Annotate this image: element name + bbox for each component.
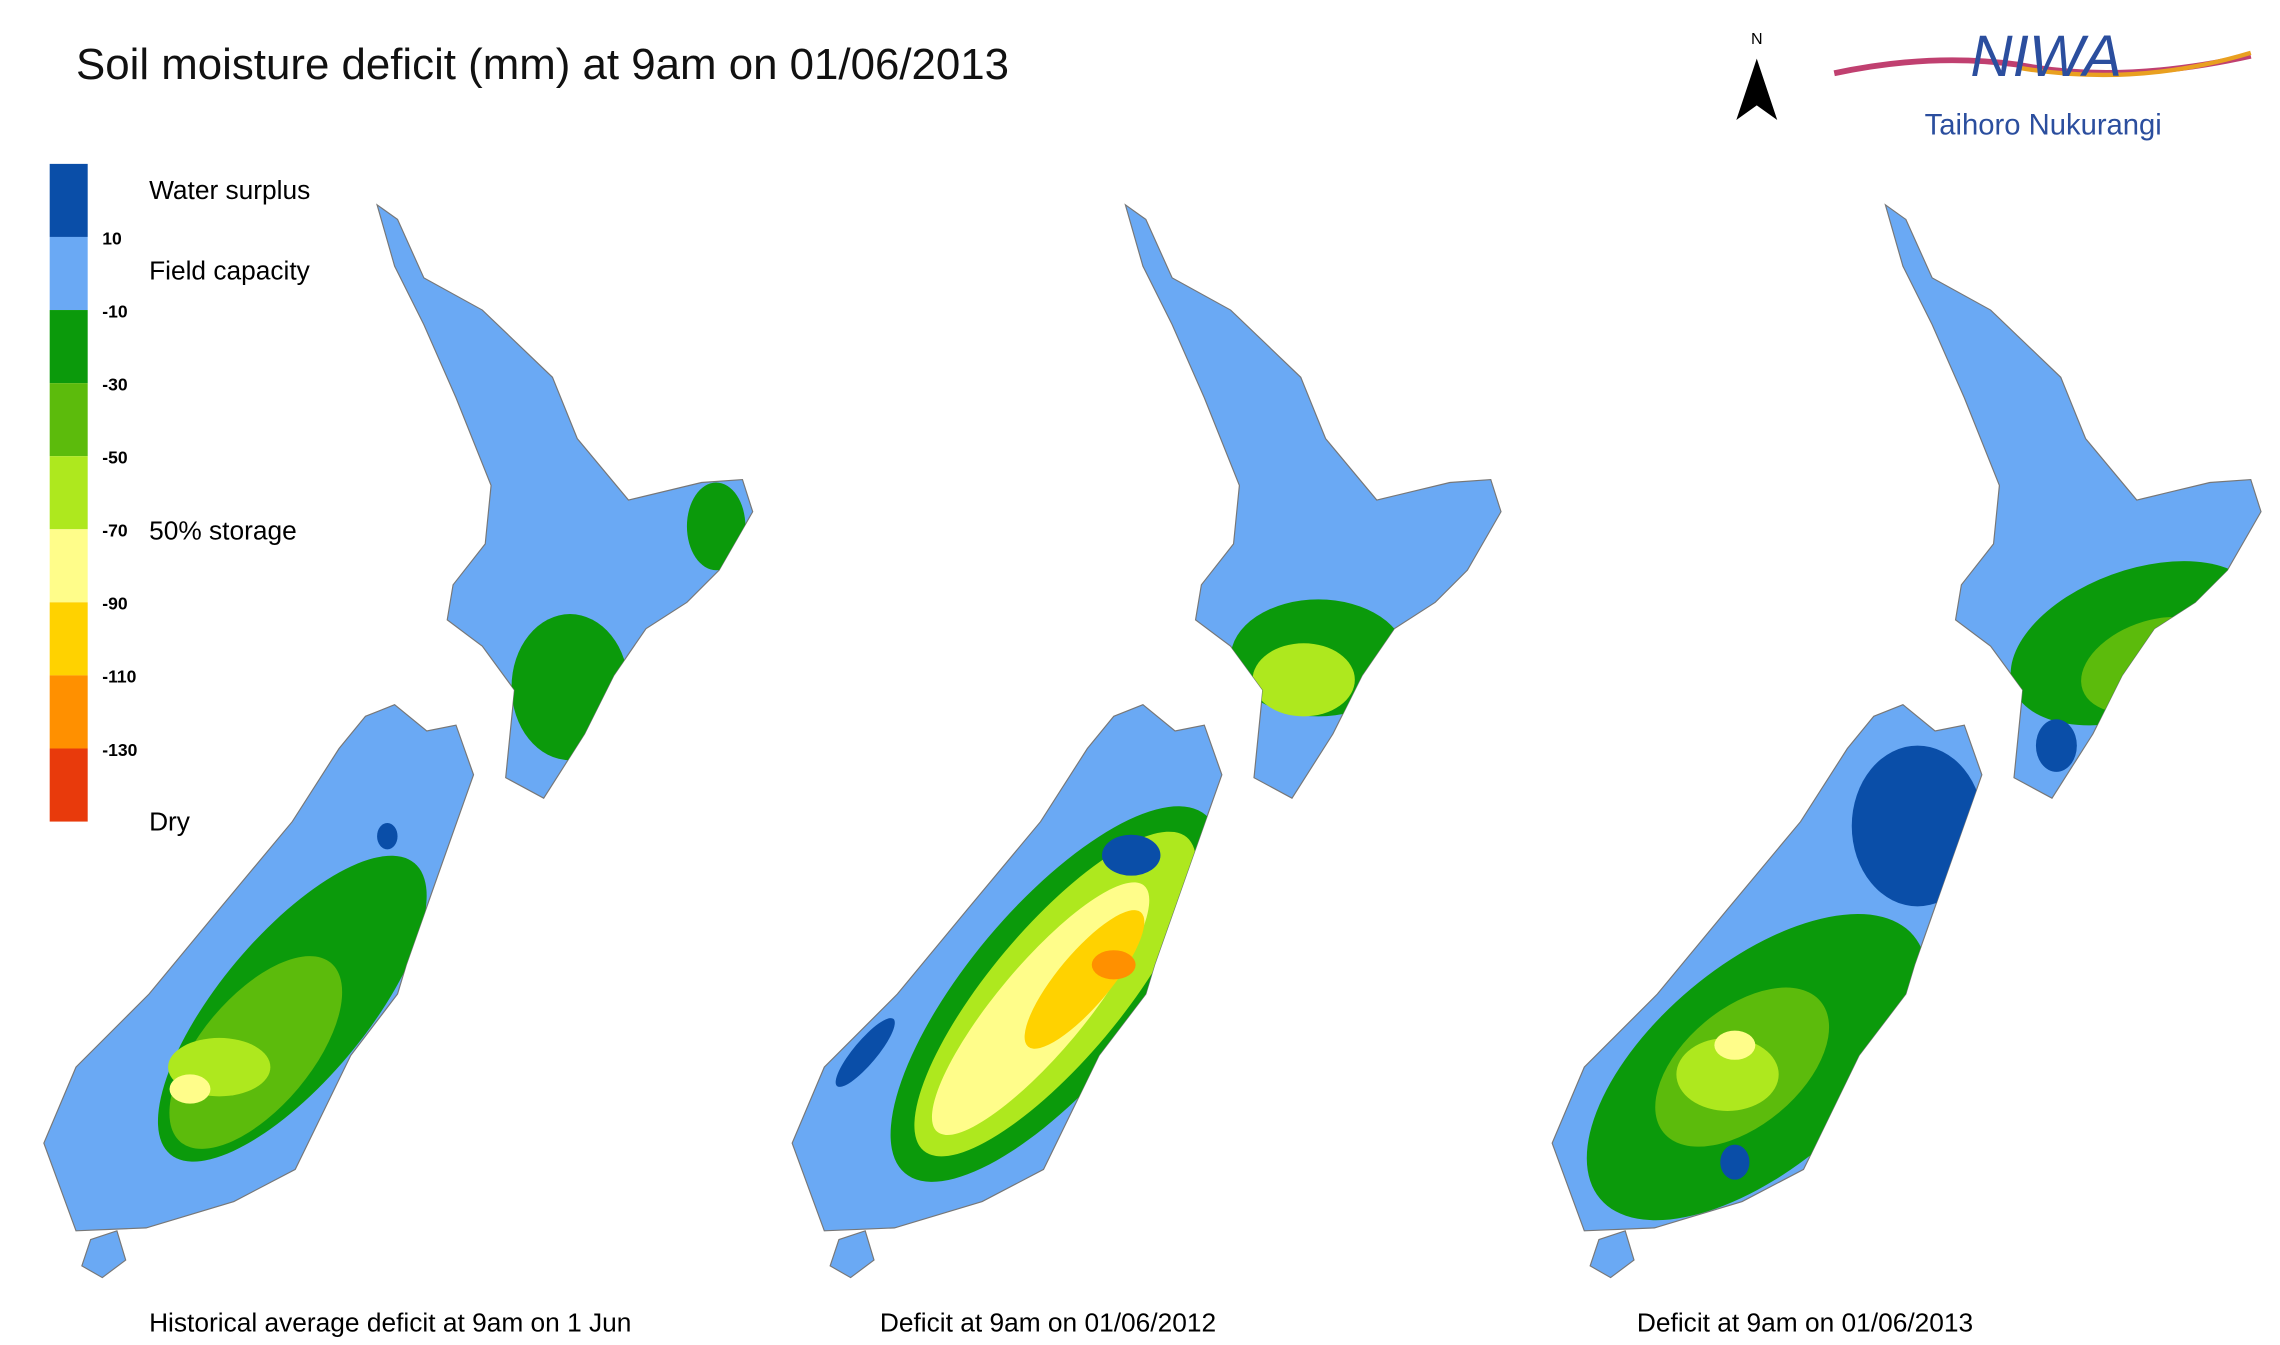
map-fill — [1586, 561, 2261, 1221]
legend-swatch — [49, 675, 88, 749]
north-label: N — [1751, 30, 1763, 48]
logo: NIWA Taihoro Nukurangi — [1833, 24, 2252, 142]
legend-tick-label: -130 — [102, 740, 137, 760]
legend-swatch — [49, 236, 88, 311]
map — [791, 204, 1502, 1279]
legend: 10 -10 -30 -50 -70 -90 -110 -130 Water surplus Fi… — [49, 163, 311, 836]
legend-label: Dry — [149, 806, 191, 836]
north-arrow: N — [1736, 30, 1778, 121]
map-fill — [157, 482, 746, 1162]
legend-tick-label: -10 — [102, 301, 128, 321]
map-caption: Historical average deficit at 9am on 1 J… — [149, 1308, 631, 1338]
captions: Historical average deficit at 9am on 1 J… — [149, 1308, 1973, 1338]
legend-label: Water surplus — [149, 175, 310, 205]
legend-tick-label: -30 — [102, 374, 128, 394]
legend-swatch — [49, 456, 88, 530]
map — [43, 204, 754, 1279]
legend-tick-label: -90 — [102, 594, 128, 614]
legend-tick-label: -70 — [102, 521, 128, 541]
legend-swatch — [49, 383, 88, 457]
legend-label: Field capacity — [149, 255, 311, 285]
map — [1551, 204, 2262, 1279]
legend-label: 50% storage — [149, 516, 297, 546]
legend-tick-label: -50 — [102, 447, 128, 467]
maps — [43, 204, 2262, 1279]
legend-swatch — [49, 310, 88, 384]
legend-tick-label: 10 — [102, 228, 122, 248]
logo-name: NIWA — [1970, 24, 2122, 89]
logo-swoosh — [2016, 50, 2252, 78]
map-caption: Deficit at 9am on 01/06/2012 — [880, 1308, 1216, 1338]
title: Soil moisture deficit (mm) at 9am on 01/… — [76, 40, 1009, 89]
map-fill — [835, 599, 1406, 1182]
legend-tick-label: -110 — [102, 667, 136, 687]
north-arrow-shape — [1736, 58, 1778, 121]
map-caption: Deficit at 9am on 01/06/2013 — [1637, 1308, 1973, 1338]
legend-swatch — [49, 748, 88, 822]
map-base — [43, 204, 754, 1279]
legend-swatch — [49, 163, 88, 237]
logo-subtitle: Taihoro Nukurangi — [1925, 110, 2162, 142]
legend-swatch — [49, 529, 88, 603]
legend-swatch — [49, 602, 88, 676]
